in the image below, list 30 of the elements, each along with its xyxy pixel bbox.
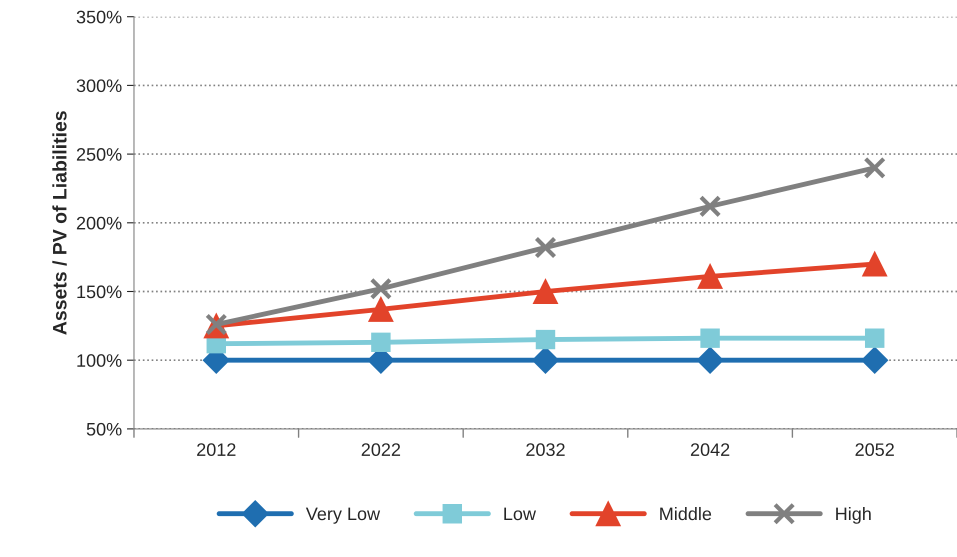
x-tick-label: 2012 (197, 443, 236, 456)
x-tick-label: 2032 (526, 443, 565, 456)
y-tick-label: 300% (76, 79, 122, 92)
y-axis-title: Assets / PV of Liabilities (52, 111, 67, 335)
x-tick-label: 2052 (856, 443, 894, 456)
point (534, 236, 557, 259)
y-tick-label: 200% (76, 216, 122, 230)
y-tick-label: 250% (76, 148, 122, 161)
point (698, 195, 722, 218)
x-tick-label: 2042 (690, 443, 730, 456)
point (861, 346, 888, 374)
legend-label: High (836, 506, 871, 524)
point (536, 330, 556, 350)
y-tick-label: 350% (76, 10, 122, 24)
x-tick-label: 2022 (362, 443, 400, 456)
point (698, 264, 723, 289)
point (370, 278, 392, 300)
point (862, 252, 888, 277)
y-tick-label: 150% (77, 285, 122, 298)
point (700, 328, 720, 348)
point (864, 156, 886, 179)
legend-label: Low (504, 508, 536, 520)
point (532, 278, 558, 304)
legend-label: Very Low (306, 508, 380, 524)
point (368, 296, 394, 322)
legend-label: Middle (660, 506, 712, 520)
y-tick-label: 100% (77, 354, 122, 367)
point (864, 328, 884, 348)
y-tick-label: 50% (86, 422, 122, 436)
point (371, 332, 391, 352)
